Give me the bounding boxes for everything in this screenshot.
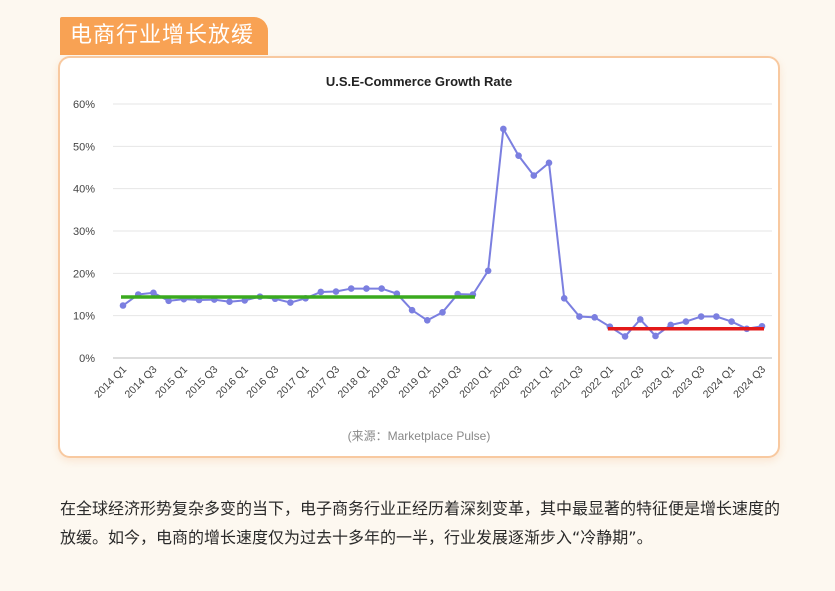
data-point	[408, 306, 416, 314]
x-tick-label: 2020 Q1	[457, 364, 494, 401]
data-point	[439, 308, 446, 316]
data-point	[530, 172, 538, 179]
data-point	[226, 298, 233, 305]
data-point	[332, 288, 340, 295]
section-title: 电商行业增长放缓	[60, 17, 269, 55]
data-point	[667, 321, 675, 329]
data-point	[697, 313, 705, 320]
data-point	[545, 159, 553, 167]
data-point	[500, 125, 507, 133]
data-point	[682, 318, 690, 325]
data-point	[378, 285, 385, 292]
x-tick-label: 2023 Q3	[670, 364, 707, 401]
y-tick-label: 10%	[73, 311, 95, 323]
body-paragraph: 在全球经济形势复杂多变的当下，电子商务行业正经历着深刻变革，其中最显著的特征便是…	[60, 499, 781, 547]
x-tick-label: 2016 Q3	[244, 364, 281, 401]
data-point	[515, 152, 522, 159]
chart-card: U.S.E-Commerce Growth Rate 0% 10% 20% 30% 40%…	[58, 56, 780, 458]
y-tick-label: 50%	[73, 141, 95, 153]
x-tick-label: 2022 Q1	[579, 364, 616, 401]
x-tick-label: 2019 Q1	[396, 364, 433, 401]
data-point	[347, 285, 355, 292]
data-point	[165, 297, 172, 305]
data-point	[423, 317, 431, 324]
y-tick-label: 0%	[79, 353, 95, 365]
chart-title: U.S.E-Commerce Growth Rate	[326, 74, 512, 89]
x-tick-label: 2021 Q1	[518, 364, 555, 401]
data-point	[560, 295, 568, 302]
data-point	[728, 318, 735, 325]
x-tick-label: 2019 Q3	[427, 364, 464, 401]
x-tick-label: 2015 Q1	[153, 364, 190, 401]
x-tick-label: 2021 Q3	[549, 364, 586, 401]
y-tick-label: 60%	[73, 99, 95, 111]
data-point	[652, 332, 659, 340]
x-tick-label: 2024 Q3	[731, 364, 768, 401]
data-point	[636, 316, 644, 323]
x-tick-label: 2014 Q3	[123, 364, 160, 401]
x-tick-label: 2020 Q3	[488, 364, 525, 401]
data-point	[621, 333, 629, 340]
x-tick-label: 2018 Q3	[366, 364, 403, 401]
x-tick-label: 2017 Q3	[305, 364, 342, 401]
data-point	[150, 289, 157, 297]
series-line	[122, 125, 763, 338]
y-tick-label: 20%	[73, 268, 95, 280]
x-tick-label: 2014 Q1	[92, 364, 129, 401]
data-point	[363, 285, 370, 292]
x-tick-label: 2022 Q3	[609, 364, 646, 401]
data-point	[119, 302, 127, 309]
data-point	[317, 288, 325, 296]
y-tick-label: 30%	[73, 226, 95, 238]
data-point	[287, 299, 294, 306]
x-tick-label: 2024 Q1	[701, 364, 738, 401]
x-tick-label: 2018 Q1	[336, 364, 373, 401]
x-tick-label: 2016 Q1	[214, 364, 251, 401]
data-point	[484, 267, 492, 275]
y-tick-label: 40%	[73, 184, 95, 196]
data-point	[591, 314, 598, 321]
x-tick-label: 2023 Q1	[640, 364, 677, 401]
data-point	[713, 313, 720, 320]
data-point	[576, 313, 583, 320]
x-tick-label: 2015 Q3	[183, 364, 220, 401]
x-tick-label: 2017 Q1	[275, 364, 312, 401]
chart-source: (来源：Marketplace Pulse)	[347, 429, 491, 443]
growth-rate-chart: U.S.E-Commerce Growth Rate 0% 10% 20% 30% 40%…	[73, 74, 772, 401]
